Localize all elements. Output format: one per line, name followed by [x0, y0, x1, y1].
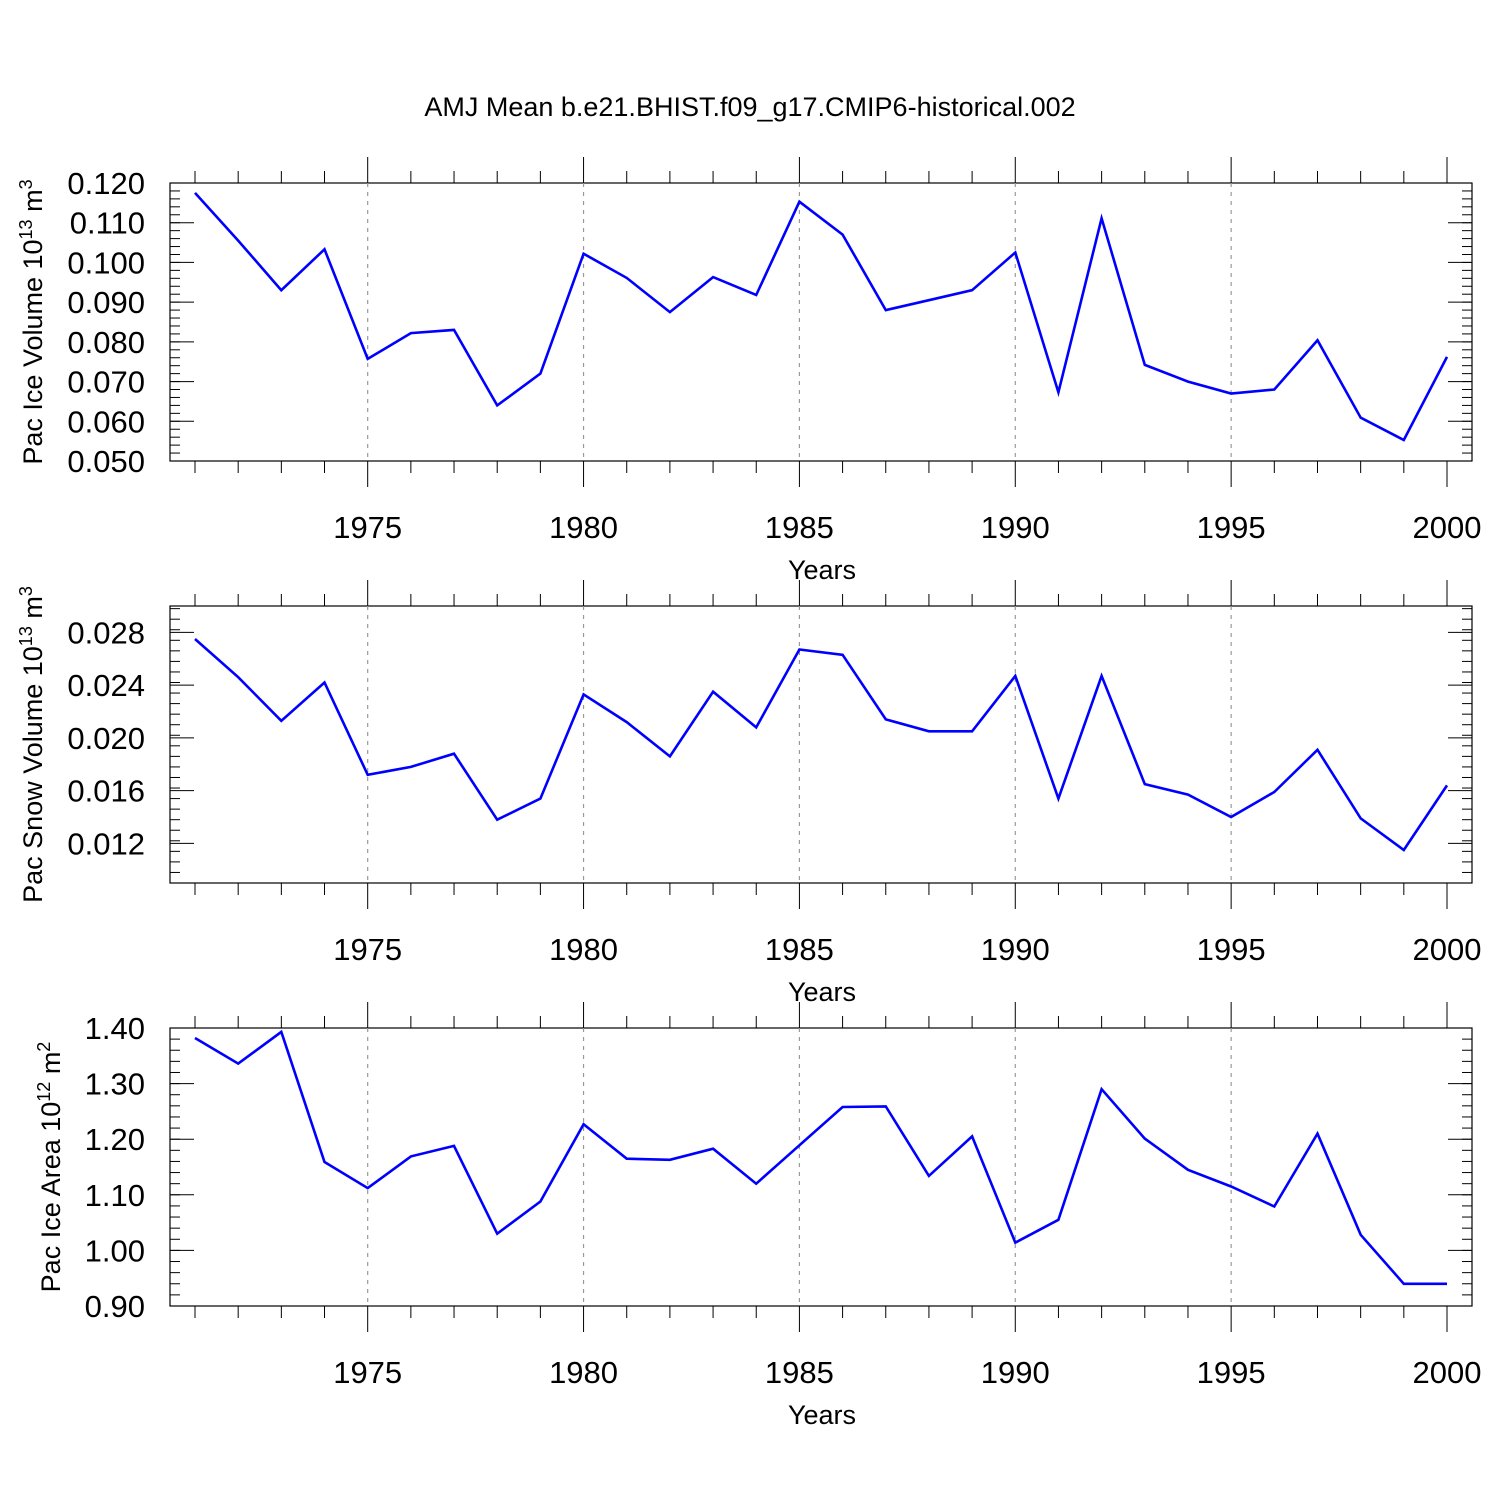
x-axis-title: Years — [788, 1400, 856, 1430]
x-tick-label: 1990 — [981, 510, 1050, 545]
y-tick-label: 0.028 — [67, 615, 145, 650]
y-tick-label: 1.40 — [85, 1011, 145, 1046]
y-tick-label: 1.20 — [85, 1122, 145, 1157]
y-tick-label: 1.10 — [85, 1178, 145, 1213]
y-tick-label: 0.070 — [67, 365, 145, 400]
y-axis-title: Pac Ice Volume 1013 m3 — [16, 179, 48, 464]
x-tick-label: 1985 — [765, 510, 834, 545]
y-tick-label: 0.050 — [67, 444, 145, 479]
y-tick-label: 0.100 — [67, 245, 145, 280]
panel-ice-area: 0.90 1.00 1.10 1.20 1.30 1.40 1975 1980 1985 1990… — [34, 1002, 1481, 1430]
y-tick-label: 0.012 — [67, 826, 145, 861]
x-tick-label: 2000 — [1413, 932, 1482, 967]
x-tick-label: 1975 — [333, 1355, 402, 1390]
y-axis-title: Pac Snow Volume 1013 m3 — [16, 586, 48, 903]
y-tick-label: 0.060 — [67, 404, 145, 439]
y-tick-label: 0.110 — [70, 206, 145, 241]
y-tick-label: 0.120 — [67, 166, 145, 201]
x-tick-label: 1980 — [549, 510, 618, 545]
y-tick-label: 0.024 — [67, 668, 145, 703]
plot-frame — [169, 605, 1473, 884]
x-tick-label: 2000 — [1413, 510, 1482, 545]
x-tick-label: 1995 — [1197, 932, 1266, 967]
plot-frame — [169, 182, 1473, 462]
series-line — [194, 638, 1449, 852]
y-tick-label: 0.020 — [67, 721, 145, 756]
chart-title: AMJ Mean b.e21.BHIST.f09_g17.CMIP6-histo… — [424, 92, 1076, 122]
x-axis-title: Years — [788, 555, 856, 585]
y-axis-title: Pac Ice Area 1012 m2 — [34, 1042, 66, 1293]
x-tick-label: 1980 — [549, 1355, 618, 1390]
x-tick-label: 1990 — [981, 932, 1050, 967]
plot-frame — [169, 1027, 1473, 1307]
y-tick-label: 0.090 — [67, 285, 145, 320]
series-line — [194, 1029, 1447, 1286]
x-axis-title: Years — [788, 977, 856, 1007]
x-tick-label: 1980 — [549, 932, 618, 967]
y-tick-label: 0.016 — [67, 774, 145, 809]
series-line — [194, 192, 1449, 442]
x-tick-label: 2000 — [1413, 1355, 1482, 1390]
y-tick-label: 1.00 — [85, 1233, 145, 1268]
y-tick-label: 0.90 — [85, 1289, 145, 1324]
y-tick-label: 1.30 — [85, 1067, 145, 1102]
x-tick-label: 1975 — [333, 932, 402, 967]
x-tick-label: 1990 — [981, 1355, 1050, 1390]
y-tick-label: 0.080 — [67, 325, 145, 360]
x-tick-label: 1975 — [333, 510, 402, 545]
x-tick-label: 1995 — [1197, 1355, 1266, 1390]
x-tick-label: 1985 — [765, 1355, 834, 1390]
panel-ice-volume: 0.050 0.060 0.070 0.080 0.090 0.100 0.110 0.120… — [16, 157, 1481, 585]
x-tick-label: 1995 — [1197, 510, 1266, 545]
x-tick-label: 1985 — [765, 932, 834, 967]
panel-snow-volume: 0.012 0.016 0.020 0.024 0.028 1975 1980 1985 199… — [16, 580, 1481, 1007]
